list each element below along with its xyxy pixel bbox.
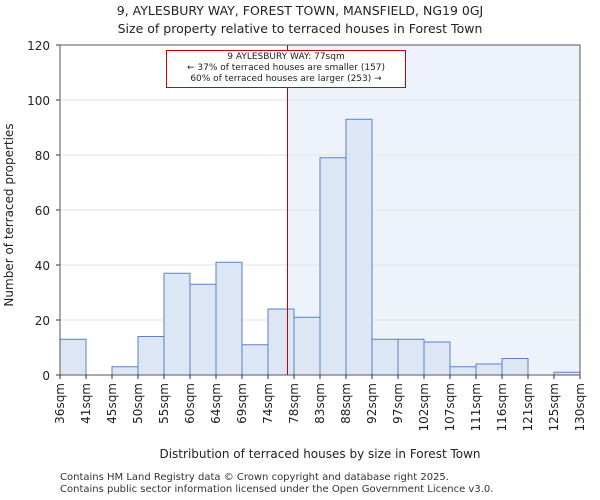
y-tick-label: 80 [35, 149, 50, 163]
x-tick-label: 88sqm [339, 383, 353, 424]
x-tick-label: 111sqm [469, 383, 483, 431]
x-tick-label: 83sqm [313, 383, 327, 424]
histogram-bar [59, 338, 87, 376]
x-tick-label: 92sqm [365, 383, 379, 424]
y-tick-label: 100 [27, 94, 50, 108]
x-tick-label: 74sqm [261, 383, 275, 424]
x-tick-label: 69sqm [235, 383, 249, 424]
x-tick-label: 36sqm [53, 383, 67, 424]
y-axis-label: Number of terraced properties [2, 123, 16, 306]
x-tick-label: 130sqm [573, 383, 587, 431]
annotation-line-3: 60% of terraced houses are larger (253) … [190, 74, 382, 84]
x-axis-label: Distribution of terraced houses by size … [159, 447, 480, 461]
x-tick-label: 102sqm [417, 383, 431, 431]
footer-copyright: Contains HM Land Registry data © Crown c… [60, 472, 449, 483]
x-tick-label: 125sqm [547, 383, 561, 431]
x-tick-label: 64sqm [209, 383, 223, 424]
histogram-bar [163, 272, 191, 376]
x-tick-label: 50sqm [131, 383, 145, 424]
x-tick-label: 97sqm [391, 383, 405, 424]
histogram-bar [137, 336, 165, 376]
histogram-bar [501, 358, 529, 376]
histogram-bar [189, 283, 217, 376]
histogram-bar [475, 363, 503, 376]
annotation-line-1: 9 AYLESBURY WAY: 77sqm [227, 52, 345, 62]
bar-chart: 0 20 40 60 80 100 120 36sqm 41sqm 45sqm 50sqm 55sqm… [2, 39, 587, 461]
histogram-bar [423, 341, 451, 376]
chart-subtitle: Size of property relative to terraced ho… [117, 21, 483, 36]
x-tick-label: 116sqm [495, 383, 509, 431]
y-tick-label: 60 [35, 204, 50, 218]
x-tick-label: 121sqm [521, 383, 535, 431]
chart-title: 9, AYLESBURY WAY, FOREST TOWN, MANSFIELD… [116, 3, 484, 18]
y-tick-label: 120 [27, 39, 50, 53]
y-tick-label: 20 [35, 314, 50, 328]
histogram-bar [319, 157, 347, 376]
histogram-bar [111, 366, 139, 376]
marker-annotation: 9 AYLESBURY WAY: 77sqm ← 37% of terraced… [166, 50, 406, 88]
y-tick-label: 40 [35, 259, 50, 273]
histogram-bar [449, 366, 477, 376]
histogram-bar [397, 338, 425, 376]
y-tick-label: 0 [42, 369, 50, 383]
x-tick-label: 78sqm [287, 383, 301, 424]
histogram-bar [267, 308, 295, 376]
histogram-bar [293, 316, 321, 376]
histogram-bar [345, 118, 373, 376]
x-tick-label: 107sqm [443, 383, 457, 431]
x-tick-label: 45sqm [105, 383, 119, 424]
histogram-bar [215, 261, 243, 376]
annotation-line-2: ← 37% of terraced houses are smaller (15… [186, 63, 386, 73]
histogram-bar [371, 338, 399, 376]
x-tick-label: 41sqm [79, 383, 93, 424]
histogram-bar [241, 344, 269, 376]
x-tick-label: 55sqm [157, 383, 171, 424]
x-tick-label: 60sqm [183, 383, 197, 424]
footer-licence: Contains public sector information licen… [60, 484, 494, 495]
